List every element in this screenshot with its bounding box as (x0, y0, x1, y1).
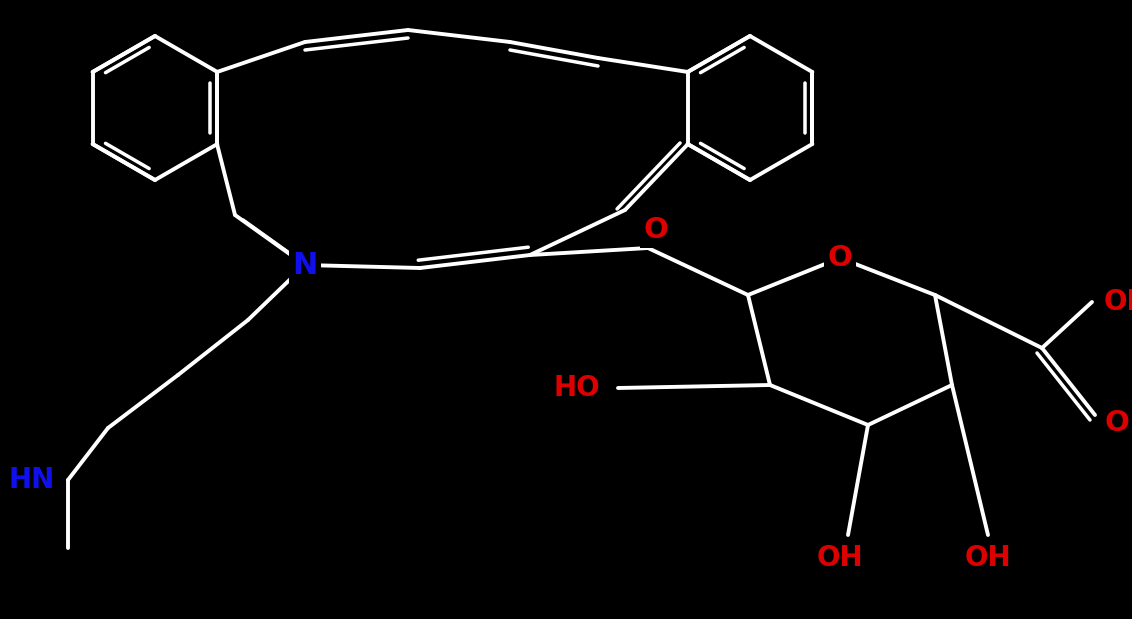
Text: N: N (292, 251, 318, 280)
Text: O: O (1105, 409, 1130, 437)
Text: O: O (827, 244, 852, 272)
Text: O: O (644, 216, 668, 244)
Text: HN: HN (9, 466, 55, 494)
Text: HO: HO (554, 374, 600, 402)
Text: OH: OH (964, 544, 1011, 572)
Text: OH: OH (1104, 288, 1132, 316)
Text: OH: OH (816, 544, 864, 572)
